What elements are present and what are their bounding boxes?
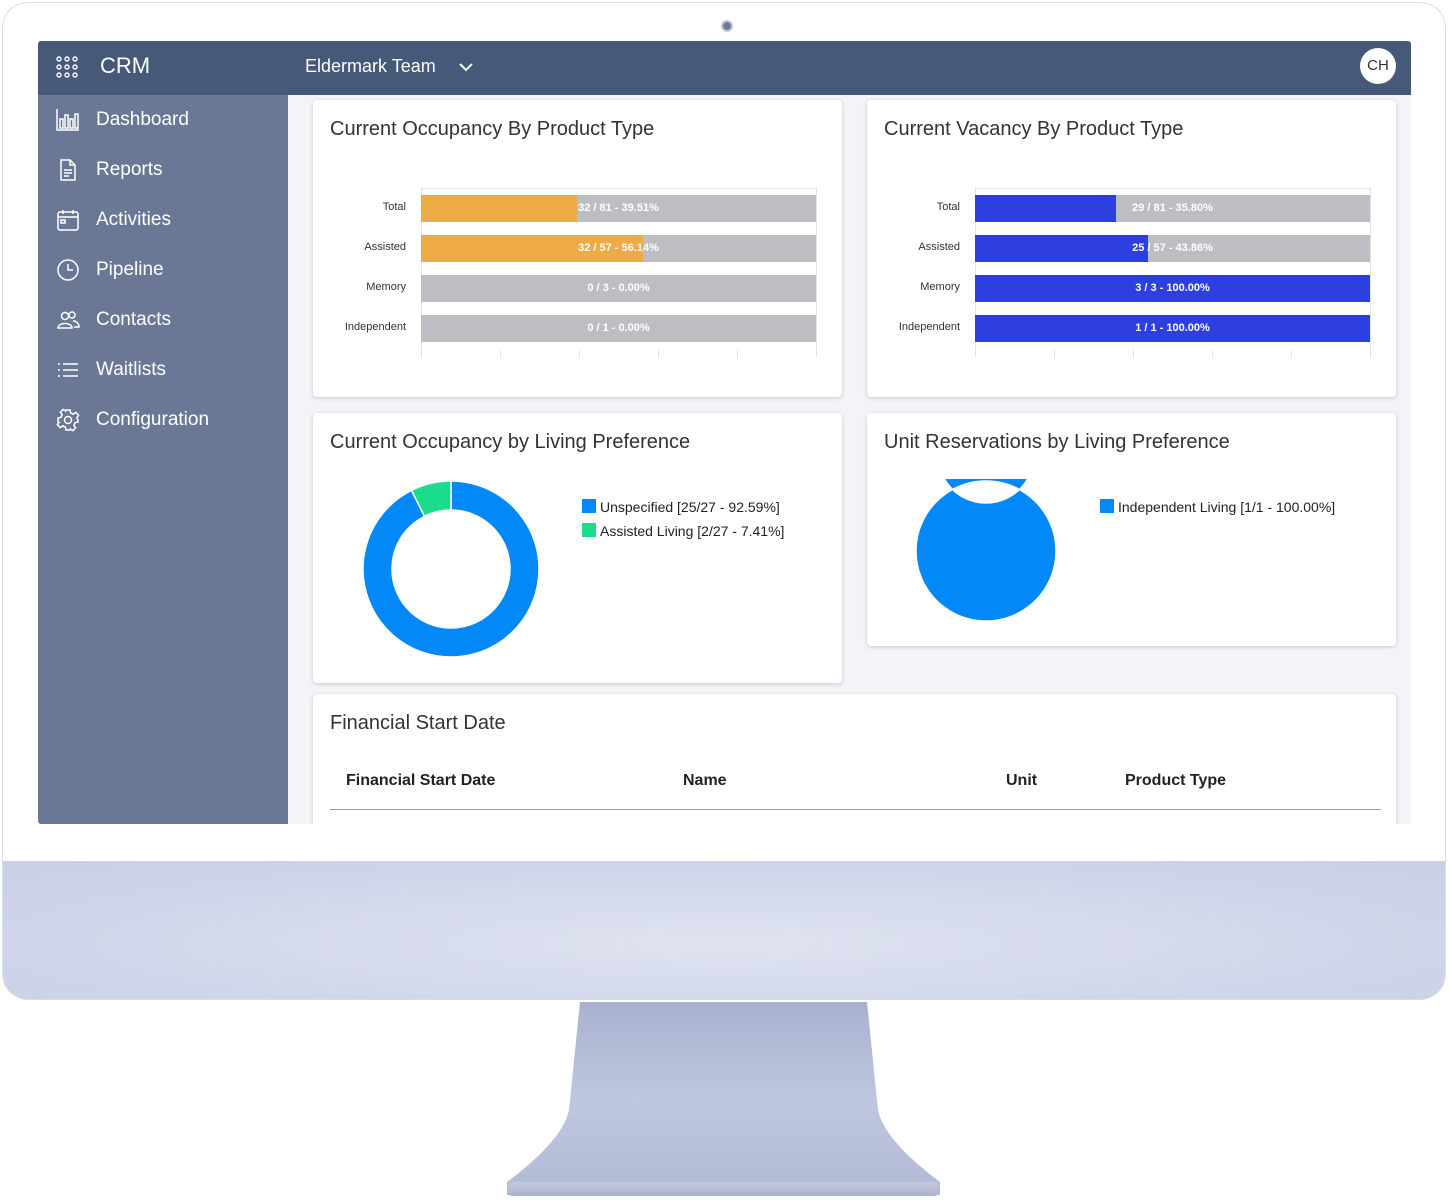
document-icon (60, 159, 76, 181)
category-label: Assisted (918, 241, 960, 253)
category-label: Memory (366, 281, 406, 293)
column-header-name[interactable]: Name (683, 772, 727, 789)
data-label: 29 / 81 - 35.80% (1132, 202, 1213, 214)
data-label: 25 / 57 - 43.86% (1132, 242, 1213, 254)
sidebar-item-label: Reports (96, 159, 163, 180)
bar-track: 25 / 57 - 43.86% (975, 235, 1370, 262)
sidebar-item-label: Contacts (96, 309, 171, 330)
sidebar-item-dashboard[interactable]: Dashboard (38, 99, 288, 141)
reservations-donut (915, 479, 1057, 622)
sidebar-item-label: Pipeline (96, 259, 164, 280)
app-title: CRM (100, 53, 151, 78)
bar-track: 29 / 81 - 35.80% (975, 195, 1370, 222)
bar (421, 235, 643, 262)
gear-icon (56, 408, 80, 432)
bar-track: 32 / 81 - 39.51% (421, 195, 816, 222)
camera-dot (721, 20, 733, 32)
category-label: Total (936, 201, 960, 213)
legend-swatch (582, 499, 596, 513)
donut-slice-unspecified[interactable] (362, 480, 540, 658)
bar-chart-icon (56, 109, 79, 131)
bar-track: 3 / 3 - 100.00% (975, 275, 1370, 302)
reservations-preference-card: Unit Reservations by Living Preference I… (867, 413, 1396, 646)
sidebar-item-label: Activities (96, 209, 171, 230)
sidebar: Dashboard Reports Activities Pipeline (38, 95, 288, 824)
sidebar-item-waitlists[interactable]: Waitlists (38, 349, 288, 391)
screen: CRM Eldermark Team CH Dashboard Reports (38, 41, 1411, 824)
legend-item[interactable]: Unspecified [25/27 - 92.59%] (582, 499, 780, 515)
sidebar-item-activities[interactable]: Activities (38, 199, 288, 241)
card-title: Current Vacancy By Product Type (884, 118, 1184, 140)
financial-start-card: Financial Start Date Financial Start Dat… (313, 694, 1396, 824)
data-label: 0 / 1 - 0.00% (587, 322, 650, 334)
donut-slice-independent-living[interactable] (915, 479, 1057, 622)
monitor-chin (3, 861, 1445, 999)
category-label: Independent (344, 321, 406, 333)
card-title: Unit Reservations by Living Preference (884, 431, 1230, 453)
data-label: 32 / 81 - 39.51% (578, 202, 659, 214)
sidebar-item-label: Waitlists (96, 359, 167, 380)
dashboard-content: Current Occupancy By Product Type Total … (288, 95, 1411, 824)
column-header-product-type[interactable]: Product Type (1125, 772, 1227, 789)
sidebar-item-configuration[interactable]: Configuration (38, 399, 288, 441)
bar-track: 32 / 57 - 56.14% (421, 235, 816, 262)
legend-item[interactable]: Assisted Living [2/27 - 7.41%] (582, 523, 784, 539)
sidebar-item-reports[interactable]: Reports (38, 149, 288, 191)
apps-grid-icon[interactable] (56, 56, 78, 78)
donut-slice-assisted-living[interactable] (410, 480, 452, 518)
bar (975, 235, 1149, 262)
occupancy-product-card: Current Occupancy By Product Type Total … (313, 100, 842, 397)
vacancy-product-card: Current Vacancy By Product Type Total 29… (867, 100, 1396, 397)
sidebar-item-label: Dashboard (96, 109, 189, 130)
chevron-down-icon[interactable] (458, 59, 474, 75)
category-label: Total (382, 201, 406, 213)
data-label: 3 / 3 - 100.00% (1135, 282, 1210, 294)
sidebar-item-pipeline[interactable]: Pipeline (38, 249, 288, 291)
team-selector[interactable]: Eldermark Team (305, 56, 436, 76)
occupancy-preference-card: Current Occupancy by Living Preference U… (313, 413, 842, 683)
bar-track: 0 / 3 - 0.00% (421, 275, 816, 302)
legend-label: Independent Living [1/1 - 100.00%] (1118, 499, 1336, 515)
legend-swatch (1100, 499, 1114, 513)
bar-track: 0 / 1 - 0.00% (421, 315, 816, 342)
top-bar: CRM Eldermark Team CH (38, 41, 1411, 95)
bar (975, 275, 1370, 302)
legend-item[interactable]: Independent Living [1/1 - 100.00%] (1100, 499, 1335, 515)
legend-label: Assisted Living [2/27 - 7.41%] (600, 523, 785, 539)
user-avatar[interactable]: CH (1360, 48, 1396, 84)
card-title: Current Occupancy by Living Preference (330, 431, 691, 453)
bar (975, 195, 1117, 222)
card-title: Financial Start Date (330, 712, 506, 734)
category-label: Assisted (364, 241, 406, 253)
category-label: Independent (898, 321, 960, 333)
people-icon (57, 311, 80, 329)
list-icon (58, 363, 78, 377)
data-label: 1 / 1 - 100.00% (1135, 322, 1210, 334)
clock-icon (57, 259, 79, 281)
category-label: Memory (920, 281, 960, 293)
bar (975, 315, 1370, 342)
bar (421, 195, 578, 222)
sidebar-item-label: Configuration (96, 409, 210, 430)
card-title: Current Occupancy By Product Type (330, 118, 655, 140)
occupancy-donut (362, 480, 540, 658)
calendar-icon (57, 210, 79, 231)
column-header-unit[interactable]: Unit (1006, 772, 1038, 789)
data-label: 32 / 57 - 56.14% (578, 242, 659, 254)
sidebar-item-contacts[interactable]: Contacts (38, 299, 288, 341)
column-header-financial-start-date[interactable]: Financial Start Date (346, 772, 496, 789)
data-label: 0 / 3 - 0.00% (587, 282, 650, 294)
legend-swatch (582, 523, 596, 537)
table-header-divider (330, 809, 1381, 810)
legend-label: Unspecified [25/27 - 92.59%] (600, 499, 780, 515)
bar-track: 1 / 1 - 100.00% (975, 315, 1370, 342)
